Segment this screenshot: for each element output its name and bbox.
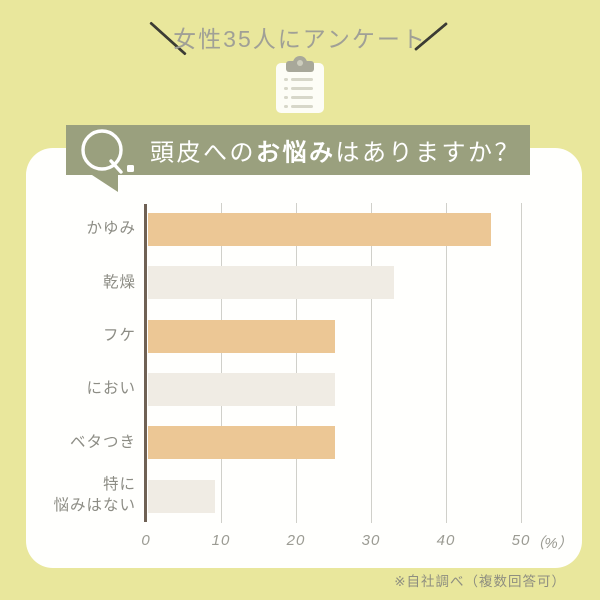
clipboard-list-bullet [284,105,288,109]
x-tick-20: 20 [286,532,306,549]
chart-row: 特に 悩みはない [26,470,521,523]
question-text: 頭皮へのお悩みはありますか？ [150,133,521,168]
bar-track [148,479,521,513]
bar-track [148,266,521,300]
survey-header-title: 女性35人にアンケート [173,26,427,52]
bar [148,266,395,300]
clipboard-list-bullet [284,78,288,82]
x-tick-10: 10 [211,532,231,549]
question-q-icon [80,127,138,177]
y-axis-line [144,204,147,522]
category-label: 特に 悩みはない [53,476,136,515]
bar-track [148,319,521,353]
gridline-40 [446,203,447,523]
clipboard-clip-hole [297,60,303,66]
category-label: におい [86,380,136,398]
clipboard-list-bullet [284,96,288,100]
chart-row: ベタつき [26,416,521,469]
clipboard-list-line [291,96,313,100]
category-label: ベタつき [69,433,136,451]
bar-track [148,373,521,407]
clipboard-list-line [291,87,313,91]
chart-row: フケ [26,310,521,363]
category-label: かゆみ [86,220,136,238]
gridline-20 [296,203,297,523]
x-tick-30: 30 [361,532,381,549]
clipboard-list-line [291,78,313,82]
question-banner: 頭皮へのお悩みはありますか？ [66,125,530,192]
clipboard-list-line [291,105,313,109]
chart-row: 乾燥 [26,256,521,309]
bar [148,373,335,407]
gridline-50 [521,203,522,523]
x-tick-40: 40 [436,532,456,549]
bar [148,319,335,353]
bar [148,213,492,247]
bar-track [148,213,521,247]
bar-track [148,426,521,460]
bar [148,426,335,460]
gridline-10 [221,203,222,523]
gridline-30 [371,203,372,523]
x-tick-0: 0 [141,532,151,549]
bar-chart: かゆみ乾燥フケにおいベタつき特に 悩みはない [26,203,521,523]
clipboard-icon [276,56,324,113]
chart-panel: かゆみ乾燥フケにおいベタつき特に 悩みはない （%） 0 10 20 30 40 50 [26,148,582,568]
x-axis-ticks: （%） 0 10 20 30 40 50 [141,532,572,552]
question-text-suffix: はありますか？ [335,139,521,167]
x-axis-unit-label: （%） [529,535,573,552]
clipboard-list-bullet [284,87,288,91]
clipboard-clip-bar [286,61,314,72]
category-label: フケ [102,326,136,344]
x-tick-50: 50 [511,532,531,549]
plot-area [144,203,522,523]
question-text-prefix: 頭皮への [150,139,256,167]
category-label: 乾燥 [102,273,136,291]
chart-row: かゆみ [26,203,521,256]
bar [148,479,216,513]
speech-bubble-tail [92,175,118,192]
chart-row: におい [26,363,521,416]
question-text-bold: お悩み [256,139,336,167]
survey-source-note: ※自社調べ（複数回答可） [394,574,566,589]
